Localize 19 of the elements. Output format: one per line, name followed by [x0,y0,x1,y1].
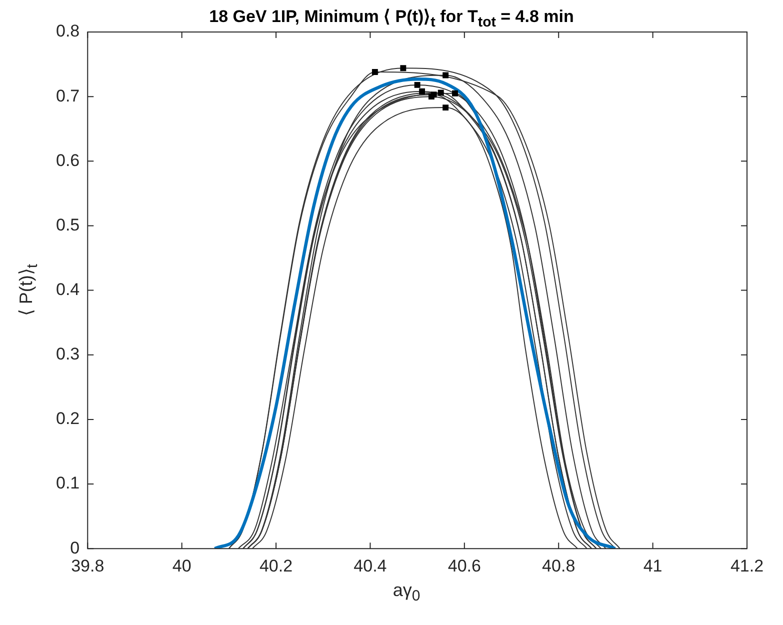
chart-title: 18 GeV 1IP, Minimum ⟨ P(t)⟩$_{t}$ for T$_{tot}$ = 4.8 min [209,7,574,30]
y-tick-label: 0.5 [56,215,80,234]
x-tick-label: 40.8 [542,556,576,576]
y-tick-label: 0.7 [56,86,80,106]
x-tick-label: 40 [172,556,192,576]
y-tick-label: 0.4 [56,280,80,299]
y-tick-label: 0.8 [56,22,80,41]
y-tick-label: 0.6 [56,150,80,170]
x-tick-label: 40.2 [259,556,293,576]
x-tick-label: 40.4 [354,556,387,576]
x-tick-label: 40.6 [448,556,481,576]
x-axis-title: aγ$_{0}$ [392,580,422,605]
y-tick-label: 0 [70,538,80,558]
y-tick-label: 0.3 [56,344,80,364]
y-tick-label: 0.1 [56,474,80,493]
x-tick-label: 41 [643,556,662,576]
x-tick-label: 41.2 [730,556,764,576]
x-tick-label: 39.8 [71,556,104,576]
y-tick-label: 0.2 [56,409,80,428]
